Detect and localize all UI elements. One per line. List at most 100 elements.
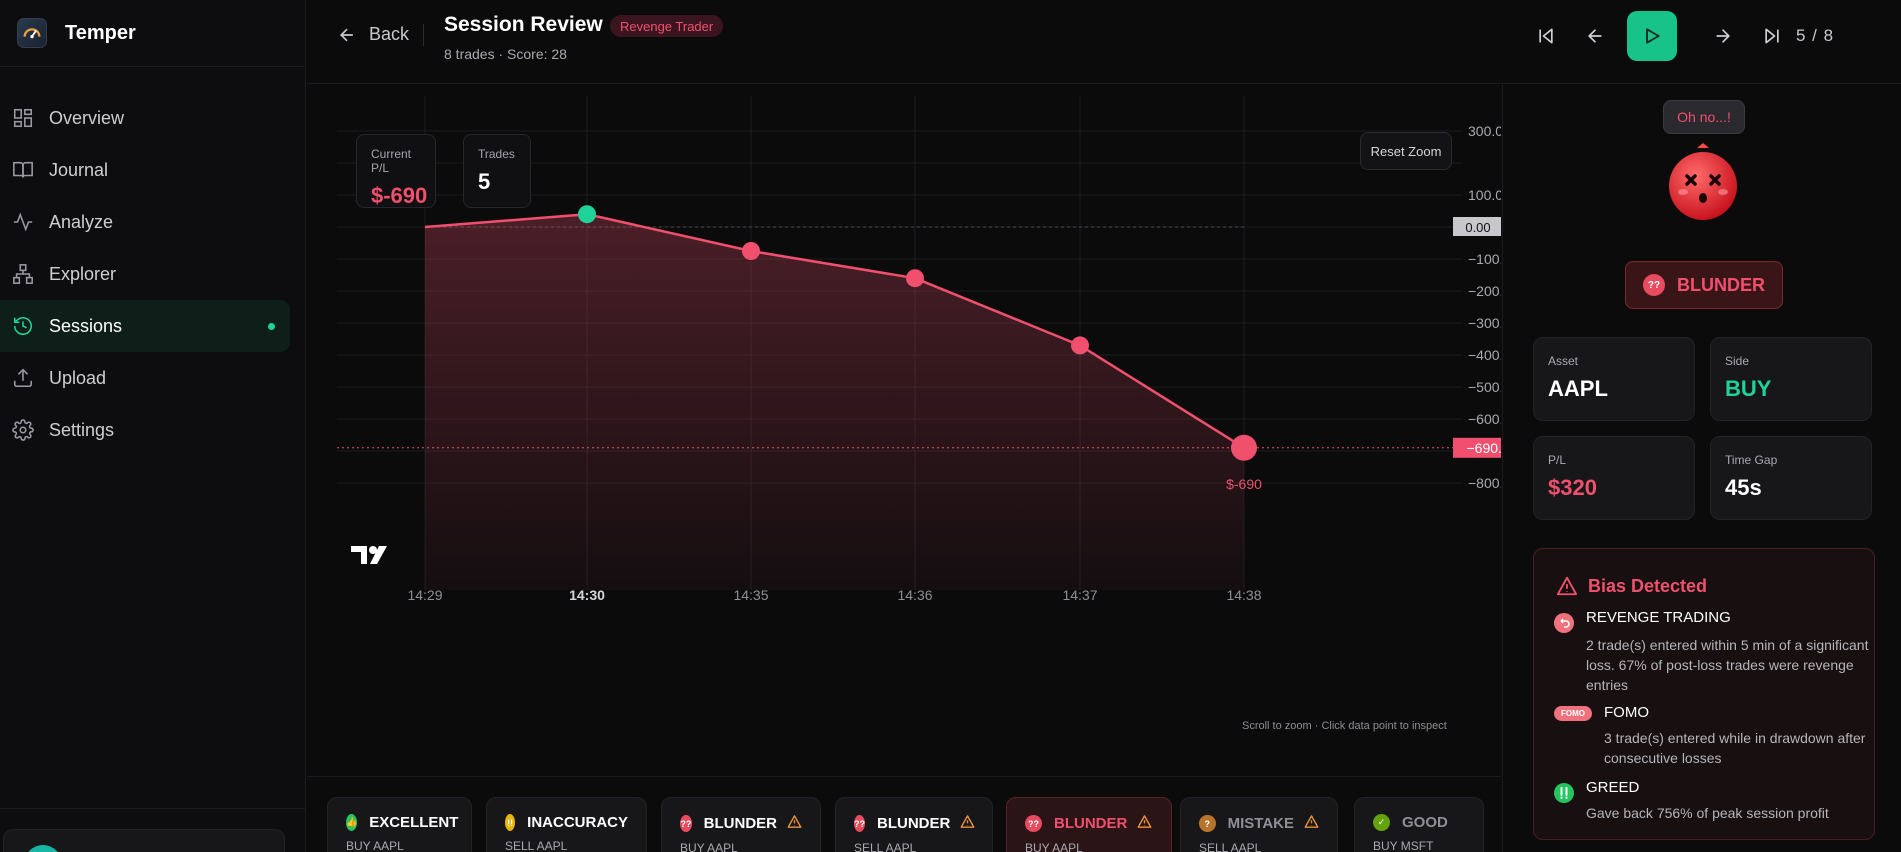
sidebar-item-settings[interactable]: Settings bbox=[0, 404, 290, 456]
x-tick-label: 14:37 bbox=[1062, 587, 1097, 603]
y-tick-label: −500.00 bbox=[1468, 379, 1501, 395]
trade-card-header: ? MISTAKE bbox=[1199, 814, 1319, 833]
x-tick-label: 14:38 bbox=[1226, 587, 1261, 603]
trade-card[interactable]: ?? BLUNDER BUY AAPL bbox=[1006, 797, 1172, 852]
sidebar-item-overview[interactable]: Overview bbox=[0, 92, 290, 144]
dizzy-face-mascot-icon bbox=[1665, 142, 1741, 227]
trade-card-header: ?? BLUNDER bbox=[680, 814, 802, 833]
current-pl-value: $-690 bbox=[371, 183, 428, 208]
zero-value-label: 0.00 bbox=[1465, 220, 1490, 235]
pulse-icon bbox=[13, 212, 33, 232]
trade-card[interactable]: ? MISTAKE SELL AAPL bbox=[1180, 797, 1338, 852]
asset-card: Asset AAPL bbox=[1533, 337, 1695, 421]
sidebar-item-label: Settings bbox=[49, 419, 115, 440]
trade-side-asset: BUY AAPL bbox=[346, 839, 404, 852]
brand[interactable]: Temper bbox=[0, 0, 305, 67]
gauge-logo-icon bbox=[17, 18, 47, 48]
sidebar-item-upload[interactable]: Upload bbox=[0, 352, 290, 404]
trade-side-asset: SELL AAPL bbox=[1199, 841, 1262, 852]
back-button[interactable]: Back bbox=[337, 24, 409, 45]
asset-label: Asset bbox=[1548, 354, 1579, 368]
point-value-label: $-690 bbox=[1226, 476, 1262, 492]
gear-icon bbox=[12, 419, 34, 441]
skip-to-end-button[interactable] bbox=[1755, 16, 1789, 56]
warning-icon bbox=[1304, 814, 1319, 833]
next-trade-button[interactable] bbox=[1706, 16, 1740, 56]
speech-bubble: Oh no...! bbox=[1663, 100, 1745, 134]
trade-card[interactable]: !! INACCURACY SELL AAPL bbox=[486, 797, 647, 852]
data-point[interactable] bbox=[906, 269, 924, 288]
bias-detected-card: Bias Detected REVENGE TRADING 2 trade(s)… bbox=[1533, 548, 1875, 840]
classification-icon: ?? bbox=[1025, 815, 1042, 832]
double-exclamation-icon bbox=[1554, 783, 1574, 808]
pl-card: P/L $320 bbox=[1533, 436, 1695, 520]
skip-to-start-button[interactable] bbox=[1529, 16, 1563, 56]
y-tick-label: 100.00 bbox=[1468, 187, 1501, 203]
pl-line-chart[interactable]: $-690 300.00 100.00 −100.00 −200.00 −300.00 −4… bbox=[307, 84, 1501, 776]
classification-icon: !! bbox=[505, 814, 516, 831]
zero-value-marker bbox=[1453, 217, 1501, 236]
y-tick-label: −600.00 bbox=[1468, 411, 1501, 427]
trade-card[interactable]: ?? BLUNDER SELL AAPL bbox=[835, 797, 993, 852]
trade-card[interactable]: 👍 EXCELLENT BUY AAPL bbox=[327, 797, 472, 852]
header-divider bbox=[423, 24, 424, 46]
trade-classification: EXCELLENT bbox=[369, 814, 459, 831]
pl-chart[interactable]: $-690 300.00 100.00 −100.00 −200.00 −300.00 −4… bbox=[307, 84, 1501, 776]
trade-card[interactable]: ?? BLUNDER BUY AAPL bbox=[661, 797, 821, 852]
grid-icon bbox=[13, 108, 33, 128]
previous-trade-button[interactable] bbox=[1578, 16, 1612, 56]
arrow-left-icon bbox=[339, 28, 353, 41]
classification-icon: ?? bbox=[680, 815, 692, 832]
session-summary: 8 trades · Score: 28 bbox=[444, 46, 567, 62]
time-gap-label: Time Gap bbox=[1725, 453, 1778, 467]
sidebar-item-journal[interactable]: Journal bbox=[0, 144, 290, 196]
bias-name: FOMO bbox=[1604, 704, 1649, 721]
trade-side-asset: SELL AAPL bbox=[505, 839, 568, 852]
pl-series-line bbox=[424, 212, 1245, 449]
sidebar-footer bbox=[0, 808, 306, 852]
sidebar-item-label: Sessions bbox=[49, 315, 123, 336]
bias-description: 2 trade(s) entered within 5 min of a sig… bbox=[1586, 637, 1869, 693]
y-tick-label: 300.00 bbox=[1468, 123, 1501, 139]
classification-icon: ? bbox=[1199, 815, 1216, 832]
current-value-marker bbox=[1453, 437, 1501, 458]
data-point[interactable] bbox=[578, 205, 596, 224]
y-tick-label: −800.00 bbox=[1468, 475, 1501, 491]
current-pl-box: Current P/L $-690 bbox=[356, 134, 436, 208]
page-title: Session Review bbox=[444, 13, 603, 36]
x-tick-label: 14:29 bbox=[407, 587, 442, 603]
trade-side-asset: SELL AAPL bbox=[854, 841, 917, 852]
trade-side-asset: BUY AAPL bbox=[680, 841, 738, 852]
reset-zoom-button[interactable]: Reset Zoom bbox=[1360, 132, 1452, 170]
sidebar-item-label: Explorer bbox=[49, 263, 117, 284]
trade-detail-panel: Oh no...! ?? BLUNDER Asset AAPL Side BUY… bbox=[1502, 84, 1901, 852]
current-pl-label: Current P/L bbox=[371, 147, 412, 175]
play-icon bbox=[1646, 28, 1660, 44]
sidebar-item-label: Journal bbox=[49, 159, 109, 180]
sidebar-item-explorer[interactable]: Explorer bbox=[0, 248, 290, 300]
arrow-right-icon bbox=[1716, 29, 1730, 43]
x-tick-label: 14:36 bbox=[897, 587, 932, 603]
blunder-icon: ?? bbox=[1643, 274, 1665, 296]
play-button[interactable] bbox=[1627, 11, 1677, 61]
data-point[interactable] bbox=[1231, 434, 1257, 461]
data-point[interactable] bbox=[1071, 336, 1089, 355]
bias-name: GREED bbox=[1586, 779, 1640, 796]
trade-card-header: ✓ GOOD bbox=[1373, 814, 1465, 831]
data-point[interactable] bbox=[742, 242, 760, 260]
trade-classification: MISTAKE bbox=[1227, 815, 1294, 832]
back-label: Back bbox=[369, 24, 410, 44]
y-tick-label: −400.00 bbox=[1468, 347, 1501, 363]
x-tick-label: 14:35 bbox=[733, 587, 768, 603]
time-gap-card: Time Gap 45s bbox=[1710, 436, 1872, 520]
trade-card[interactable]: ✓ GOOD BUY MSFT bbox=[1354, 797, 1484, 852]
current-value-label: −690.00 bbox=[1467, 440, 1502, 456]
sidebar-item-sessions[interactable]: Sessions bbox=[0, 300, 290, 352]
user-card[interactable] bbox=[3, 829, 285, 852]
bias-description: Gave back 756% of peak session profit bbox=[1586, 805, 1829, 821]
asset-value: AAPL bbox=[1548, 376, 1608, 401]
fomo-badge: FOMO bbox=[1554, 706, 1592, 721]
sidebar-item-analyze[interactable]: Analyze bbox=[0, 196, 290, 248]
trade-card-header: 👍 EXCELLENT bbox=[346, 814, 458, 831]
time-gap-value: 45s bbox=[1725, 475, 1762, 500]
